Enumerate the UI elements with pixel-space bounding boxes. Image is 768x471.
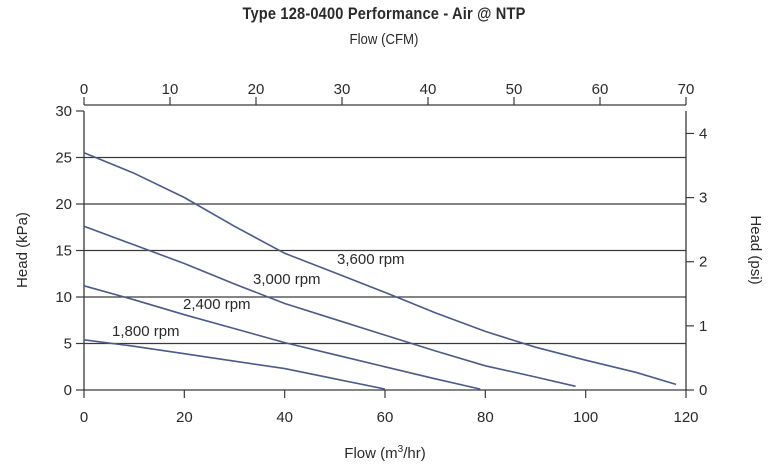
x-tick-label: 40: [276, 409, 293, 426]
y2-tick-label: 2: [699, 254, 707, 271]
x2-tick-label: 20: [248, 81, 265, 98]
series-line: [83, 339, 386, 390]
series-label: 1,800 rpm: [112, 323, 180, 340]
x-tick-label: 100: [573, 409, 598, 426]
series-label: 3,600 rpm: [337, 251, 405, 268]
y-tick-label: 20: [55, 196, 72, 213]
x-tick-label: 120: [673, 409, 698, 426]
y-tick-label: 10: [55, 289, 72, 306]
y2-tick-label: 4: [699, 125, 707, 142]
top-axis-title: Flow (CFM): [349, 31, 419, 48]
series-line: [83, 285, 481, 390]
x2-tick-label: 70: [678, 81, 695, 98]
y-tick-label: 0: [64, 382, 72, 399]
y2-tick-label: 3: [699, 190, 707, 207]
y-tick-label: 25: [55, 150, 72, 167]
x-axis-title: Flow (m3/hr): [344, 444, 425, 462]
y-tick-label: 30: [55, 103, 72, 120]
x2-tick-label: 10: [162, 81, 179, 98]
x-tick-label: 80: [477, 409, 494, 426]
series-label: 2,400 rpm: [183, 296, 251, 313]
y-tick-label: 5: [64, 336, 72, 353]
x2-tick-label: 60: [592, 81, 609, 98]
x-tick-label: 0: [80, 409, 88, 426]
x2-tick-label: 40: [420, 81, 437, 98]
x-tick-label: 20: [176, 409, 193, 426]
y2-tick-label: 0: [699, 382, 707, 399]
x-tick-label: 60: [377, 409, 394, 426]
series-label: 3,000 rpm: [253, 271, 321, 288]
x2-tick-label: 50: [506, 81, 523, 98]
x2-tick-label: 0: [80, 81, 88, 98]
chart-title: Type 128-0400 Performance - Air @ NTP: [242, 4, 526, 23]
y2-tick-label: 1: [699, 318, 707, 335]
series-line: [83, 225, 576, 388]
y2-axis-title: Head (psi): [747, 215, 764, 284]
y-tick-label: 15: [55, 243, 72, 260]
x2-tick-label: 30: [334, 81, 351, 98]
series-line: [83, 152, 677, 386]
y-axis-title: Head (kPa): [14, 212, 31, 288]
